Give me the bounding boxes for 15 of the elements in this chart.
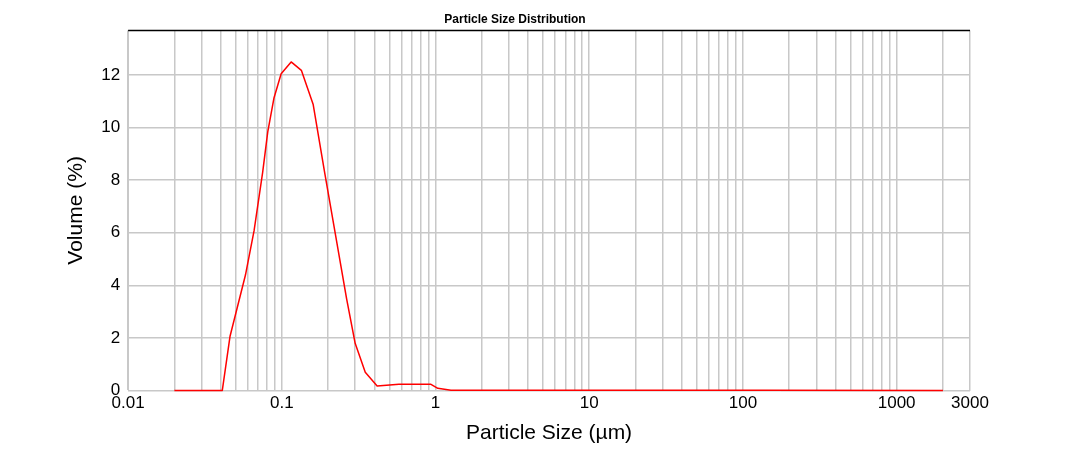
x-tick-label: 3000 — [951, 393, 989, 413]
y-tick-label: 8 — [110, 169, 121, 189]
chart-title: Particle Size Distribution — [444, 11, 586, 26]
x-tick-label: 10 — [579, 393, 599, 413]
y-tick-label: 6 — [110, 222, 121, 242]
x-tick-label: 1000 — [877, 393, 916, 413]
x-tick-label: 100 — [728, 393, 758, 413]
y-tick-label: 12 — [101, 64, 121, 84]
y-tick-label: 4 — [110, 274, 121, 294]
x-tick-label: 0.1 — [270, 393, 294, 413]
y-tick-label: 2 — [110, 327, 121, 347]
x-axis-title: Particle Size (µm) — [465, 420, 633, 444]
y-tick-label: 10 — [101, 117, 121, 137]
x-tick-label: 1 — [430, 393, 441, 413]
y-axis-title: Volume (%) — [63, 156, 87, 265]
